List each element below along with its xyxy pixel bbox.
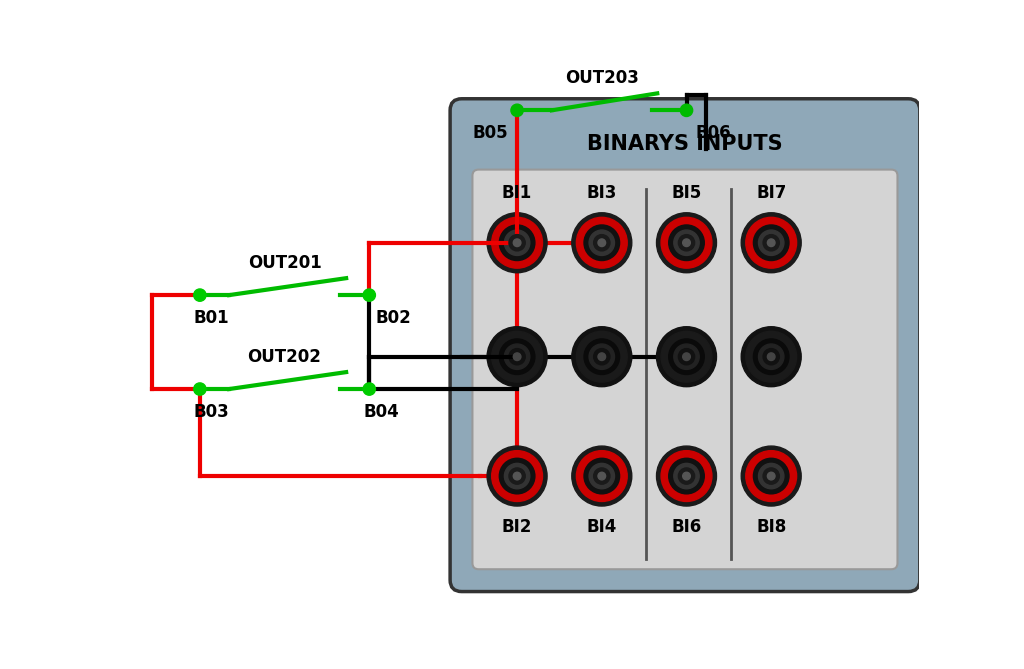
Circle shape: [759, 344, 784, 369]
Circle shape: [492, 217, 543, 268]
Circle shape: [767, 472, 775, 480]
Circle shape: [577, 217, 628, 268]
Text: B04: B04: [364, 403, 399, 421]
Circle shape: [594, 468, 610, 484]
Text: BI8: BI8: [756, 518, 786, 537]
Circle shape: [662, 331, 712, 382]
Circle shape: [500, 225, 535, 260]
Circle shape: [194, 383, 206, 395]
Circle shape: [767, 239, 775, 247]
Circle shape: [662, 217, 712, 268]
Text: B06: B06: [695, 124, 731, 142]
Circle shape: [674, 344, 699, 369]
Circle shape: [571, 213, 632, 273]
FancyBboxPatch shape: [472, 170, 897, 569]
Circle shape: [767, 353, 775, 361]
Circle shape: [500, 458, 535, 494]
Text: B01: B01: [194, 309, 229, 327]
Circle shape: [745, 331, 797, 382]
Circle shape: [598, 239, 605, 247]
Circle shape: [656, 446, 717, 506]
Text: BI6: BI6: [672, 518, 701, 537]
Circle shape: [487, 446, 547, 506]
Circle shape: [759, 464, 784, 489]
Circle shape: [589, 344, 614, 369]
Circle shape: [584, 458, 620, 494]
Circle shape: [754, 458, 788, 494]
Circle shape: [492, 451, 543, 502]
Text: OUT201: OUT201: [248, 254, 322, 272]
Circle shape: [571, 446, 632, 506]
Circle shape: [745, 451, 797, 502]
Circle shape: [754, 225, 788, 260]
Circle shape: [505, 230, 529, 256]
Text: BI7: BI7: [756, 184, 786, 202]
Circle shape: [584, 339, 620, 375]
Text: B03: B03: [194, 403, 229, 421]
Circle shape: [741, 326, 801, 387]
Text: BI3: BI3: [587, 184, 617, 202]
Circle shape: [741, 446, 801, 506]
Circle shape: [678, 349, 694, 365]
Circle shape: [683, 239, 690, 247]
Circle shape: [509, 235, 525, 251]
Circle shape: [669, 225, 705, 260]
Text: BI1: BI1: [502, 184, 532, 202]
Circle shape: [669, 458, 705, 494]
Text: BI5: BI5: [672, 184, 701, 202]
Circle shape: [505, 344, 529, 369]
Circle shape: [594, 349, 610, 365]
Circle shape: [594, 235, 610, 251]
Circle shape: [680, 104, 692, 116]
Circle shape: [513, 239, 521, 247]
Circle shape: [674, 464, 699, 489]
Circle shape: [656, 326, 717, 387]
Text: BI2: BI2: [502, 518, 532, 537]
Circle shape: [745, 217, 797, 268]
Circle shape: [509, 468, 525, 484]
Circle shape: [763, 349, 779, 365]
Circle shape: [571, 326, 632, 387]
Circle shape: [598, 353, 605, 361]
Circle shape: [509, 349, 525, 365]
Text: OUT203: OUT203: [565, 69, 639, 87]
Circle shape: [364, 289, 376, 301]
Circle shape: [513, 472, 521, 480]
Circle shape: [656, 213, 717, 273]
Circle shape: [678, 468, 694, 484]
Circle shape: [662, 451, 712, 502]
Text: OUT202: OUT202: [248, 348, 322, 366]
Circle shape: [487, 213, 547, 273]
Text: B05: B05: [472, 124, 508, 142]
Circle shape: [763, 468, 779, 484]
Circle shape: [500, 339, 535, 375]
Circle shape: [589, 230, 614, 256]
Circle shape: [577, 331, 628, 382]
Circle shape: [669, 339, 705, 375]
Circle shape: [364, 383, 376, 395]
Text: BI4: BI4: [587, 518, 617, 537]
Circle shape: [513, 353, 521, 361]
FancyBboxPatch shape: [451, 99, 920, 591]
Circle shape: [678, 235, 694, 251]
Circle shape: [194, 289, 206, 301]
Circle shape: [759, 230, 784, 256]
Circle shape: [598, 472, 605, 480]
Circle shape: [487, 326, 547, 387]
Circle shape: [741, 213, 801, 273]
Circle shape: [511, 104, 523, 116]
Circle shape: [584, 225, 620, 260]
Circle shape: [589, 464, 614, 489]
Circle shape: [674, 230, 699, 256]
Circle shape: [492, 331, 543, 382]
Circle shape: [577, 451, 628, 502]
Text: B02: B02: [376, 309, 412, 327]
Circle shape: [683, 353, 690, 361]
Text: BINARYS INPUTS: BINARYS INPUTS: [587, 134, 782, 154]
Circle shape: [505, 464, 529, 489]
Circle shape: [754, 339, 788, 375]
Circle shape: [683, 472, 690, 480]
Circle shape: [763, 235, 779, 251]
